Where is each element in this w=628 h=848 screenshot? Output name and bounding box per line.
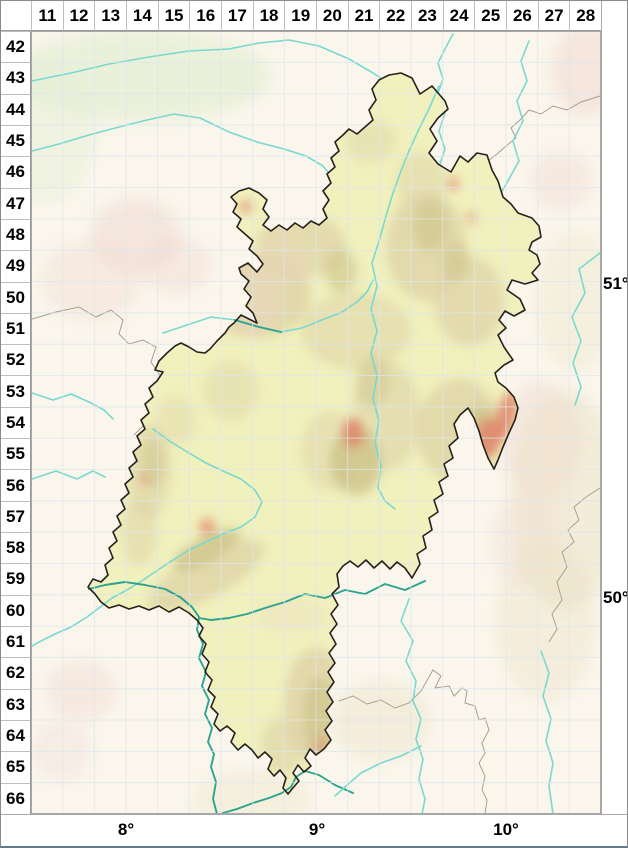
- row-header-cell: 66: [1, 782, 31, 814]
- longitude-label: 8°: [117, 820, 135, 839]
- row-header-cell: 64: [1, 719, 31, 752]
- column-header-cell: 27: [537, 1, 570, 31]
- row-header-cell: 45: [1, 124, 31, 157]
- rivers-inside: [31, 85, 440, 814]
- row-header-cell: 60: [1, 594, 31, 626]
- row-header-cell: 42: [1, 31, 31, 63]
- latitude-label: 51°: [603, 274, 628, 293]
- column-header-cell: 22: [379, 1, 412, 31]
- row-header-cell: 43: [1, 62, 31, 94]
- longitude-strip: 8° 9° 10°: [1, 814, 627, 846]
- column-header-cell: 11: [31, 1, 63, 31]
- row-header-cell: 57: [1, 500, 31, 532]
- row-header-cell: 55: [1, 438, 31, 470]
- column-header-cell: 15: [157, 1, 190, 31]
- row-header-cell: 65: [1, 751, 31, 783]
- column-header-cell: 19: [284, 1, 317, 31]
- column-header-cell: 12: [62, 1, 95, 31]
- row-header-cell: 63: [1, 688, 31, 720]
- column-header-cell: 24: [442, 1, 475, 31]
- column-header-cell: 14: [126, 1, 158, 31]
- column-header-cell: 16: [189, 1, 222, 31]
- column-header-cell: 28: [569, 1, 602, 31]
- row-header-cell: 50: [1, 281, 31, 313]
- column-header-cell: 25: [474, 1, 507, 31]
- row-header-cell: 53: [1, 375, 31, 407]
- map-frame: [31, 31, 601, 814]
- row-header-cell: 59: [1, 563, 31, 595]
- row-header-cell: 62: [1, 657, 31, 689]
- column-header-row: 11 12 13 14 15 16 17 18 19 20 21 22 23 24 25 26 27 28: [31, 1, 602, 31]
- row-header-cell: 58: [1, 532, 31, 564]
- column-header-cell: 26: [506, 1, 538, 31]
- column-header-cell: 18: [252, 1, 285, 31]
- row-header-cell: 54: [1, 406, 31, 439]
- row-header-cell: 61: [1, 625, 31, 658]
- row-header-cell: 47: [1, 187, 31, 219]
- longitude-label: 9°: [308, 820, 326, 839]
- column-header-cell: 21: [347, 1, 380, 31]
- column-header-cell: 13: [94, 1, 127, 31]
- map-canvas: [31, 31, 601, 814]
- hesse-grid-map: [31, 31, 601, 814]
- mtb-grid-lines: [31, 31, 601, 814]
- row-header-column: 42 43 44 45 46 47 48 49 50 51 52 53 54 55 56 57 58 59 60 61…: [1, 31, 31, 814]
- row-header-cell: 48: [1, 218, 31, 251]
- longitude-label: 10°: [493, 820, 519, 839]
- row-header-cell: 56: [1, 469, 31, 501]
- row-header-cell: 49: [1, 250, 31, 282]
- row-header-cell: 52: [1, 344, 31, 376]
- column-header-cell: 17: [221, 1, 253, 31]
- latitude-strip: 51° 50°: [601, 1, 628, 814]
- row-header-cell: 46: [1, 156, 31, 188]
- outside-tints: [31, 31, 601, 814]
- latitude-label: 50°: [603, 588, 628, 607]
- row-header-cell: 51: [1, 312, 31, 345]
- column-header-cell: 23: [411, 1, 443, 31]
- column-header-cell: 20: [316, 1, 348, 31]
- row-header-cell: 44: [1, 93, 31, 125]
- grid-corner-cell: [1, 1, 31, 31]
